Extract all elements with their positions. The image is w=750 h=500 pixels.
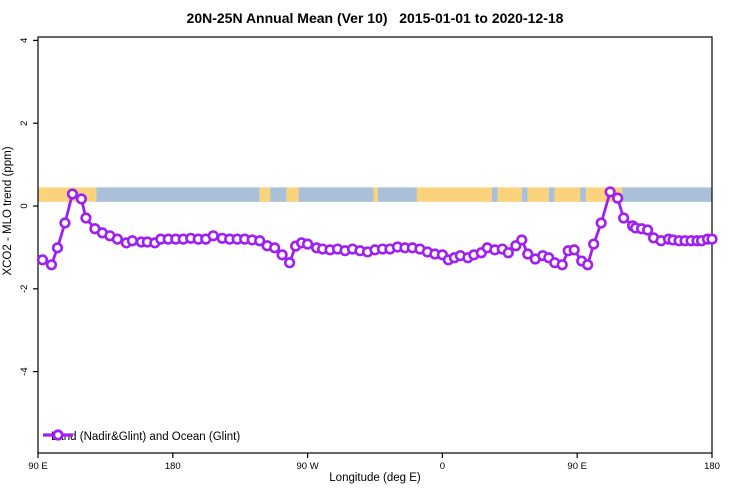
map-strip-segment-land	[554, 187, 581, 202]
data-point	[641, 224, 654, 236]
x-tick-label: 90 W	[297, 461, 319, 472]
map-strip-segment-land	[259, 187, 271, 202]
data-point	[66, 188, 79, 200]
data-point	[618, 212, 630, 224]
map-strip-segment-ocean	[298, 187, 374, 202]
x-tick-label: 180	[165, 461, 181, 472]
data-point	[111, 233, 123, 245]
x-tick-label: 180	[704, 461, 720, 472]
map-strip-segment-ocean	[270, 187, 287, 202]
map-strip-segment-ocean	[548, 187, 555, 202]
data-point	[254, 235, 266, 247]
data-point	[502, 247, 514, 259]
data-point	[302, 238, 314, 250]
map-strip-segment-land	[416, 187, 492, 202]
x-tick-label: 90 E	[28, 461, 48, 472]
x-axis-label: Longitude (deg E)	[329, 472, 421, 484]
data-point	[276, 249, 288, 261]
data-point	[556, 259, 568, 271]
data-point	[284, 257, 296, 269]
data-point	[582, 259, 594, 271]
map-strip-segment-ocean	[491, 187, 498, 202]
map-strip-segment-land	[527, 187, 549, 202]
map-strip-segment-land	[373, 187, 378, 202]
map-strip-segment-land	[286, 187, 299, 202]
legend: Land (Nadir&Glint) and Ocean (Glint)	[42, 428, 240, 446]
map-strip-segment-ocean	[580, 187, 587, 202]
data-point	[706, 233, 718, 245]
chart-title: 20N-25N Annual Mean (Ver 10) 2015-01-01 …	[186, 10, 564, 26]
data-point	[516, 234, 528, 246]
y-axis-label: XCO2 - MLO trend (ppm)	[2, 146, 14, 276]
data-point	[588, 238, 600, 250]
x-tick-label: 0	[440, 461, 445, 472]
x-tick-label: 90 E	[567, 461, 587, 472]
data-point	[126, 235, 138, 247]
data-point	[568, 244, 580, 256]
data-point	[595, 217, 607, 229]
y-tick-label: -4	[19, 367, 30, 375]
data-point	[36, 254, 49, 266]
plot-border	[37, 36, 713, 454]
map-strip-segment-ocean	[622, 187, 712, 202]
y-tick-label: 0	[19, 203, 30, 208]
data-point	[75, 193, 88, 205]
data-point	[612, 192, 624, 204]
data-point	[604, 186, 616, 198]
y-tick-label: 4	[19, 38, 30, 43]
data-point	[522, 248, 534, 260]
map-strip-segment-land	[497, 187, 522, 202]
legend-marker-icon	[43, 429, 73, 441]
data-point	[80, 212, 92, 224]
y-tick-label: -2	[19, 285, 30, 293]
y-tick-label: 2	[19, 121, 30, 126]
data-point	[59, 217, 71, 229]
data-point	[51, 242, 64, 254]
map-strip-segment-ocean	[521, 187, 528, 202]
data-point	[207, 230, 219, 242]
map-strip-segment-ocean	[377, 187, 417, 202]
legend-label: Land (Nadir&Glint) and Ocean (Glint)	[51, 431, 241, 443]
map-strip-segment-ocean	[96, 187, 260, 202]
data-point	[45, 259, 58, 271]
data-point	[269, 242, 281, 254]
